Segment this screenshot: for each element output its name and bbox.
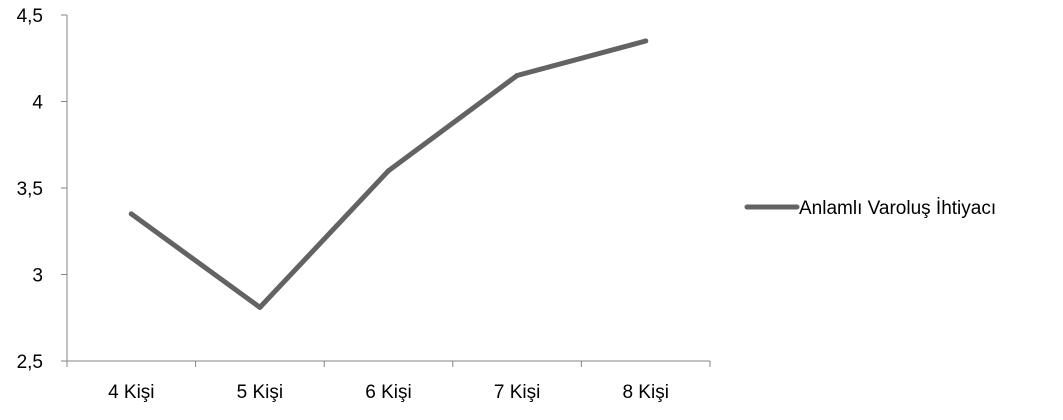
chart-axes [61, 14, 711, 367]
data-point [128, 211, 134, 217]
x-tick-label: 7 Kişi [494, 382, 540, 403]
legend: Anlamlı Varoluş İhtiyacı [744, 198, 996, 219]
x-tick-label: 5 Kişi [237, 382, 283, 403]
y-tick-labels: 2,5 3 3,5 4 4,5 [17, 6, 44, 373]
data-point [257, 304, 263, 310]
y-tick-label: 4,5 [17, 6, 43, 27]
data-point [643, 38, 649, 44]
y-tick-label: 2,5 [17, 352, 43, 373]
series-line [128, 38, 649, 310]
x-tick-labels: 4 Kişi 5 Kişi 6 Kişi 7 Kişi 8 Kişi [108, 382, 669, 403]
data-point [514, 73, 520, 79]
y-tick-label: 3,5 [17, 179, 43, 200]
x-tick-label: 4 Kişi [108, 382, 154, 403]
y-tick-label: 3 [32, 266, 43, 287]
x-tick-label: 8 Kişi [622, 382, 668, 403]
y-tick-label: 4 [32, 93, 43, 114]
series-layer [128, 38, 649, 310]
data-point [386, 168, 391, 174]
legend-label: Anlamlı Varoluş İhtiyacı [799, 198, 996, 219]
x-tick-label: 6 Kişi [365, 382, 411, 403]
